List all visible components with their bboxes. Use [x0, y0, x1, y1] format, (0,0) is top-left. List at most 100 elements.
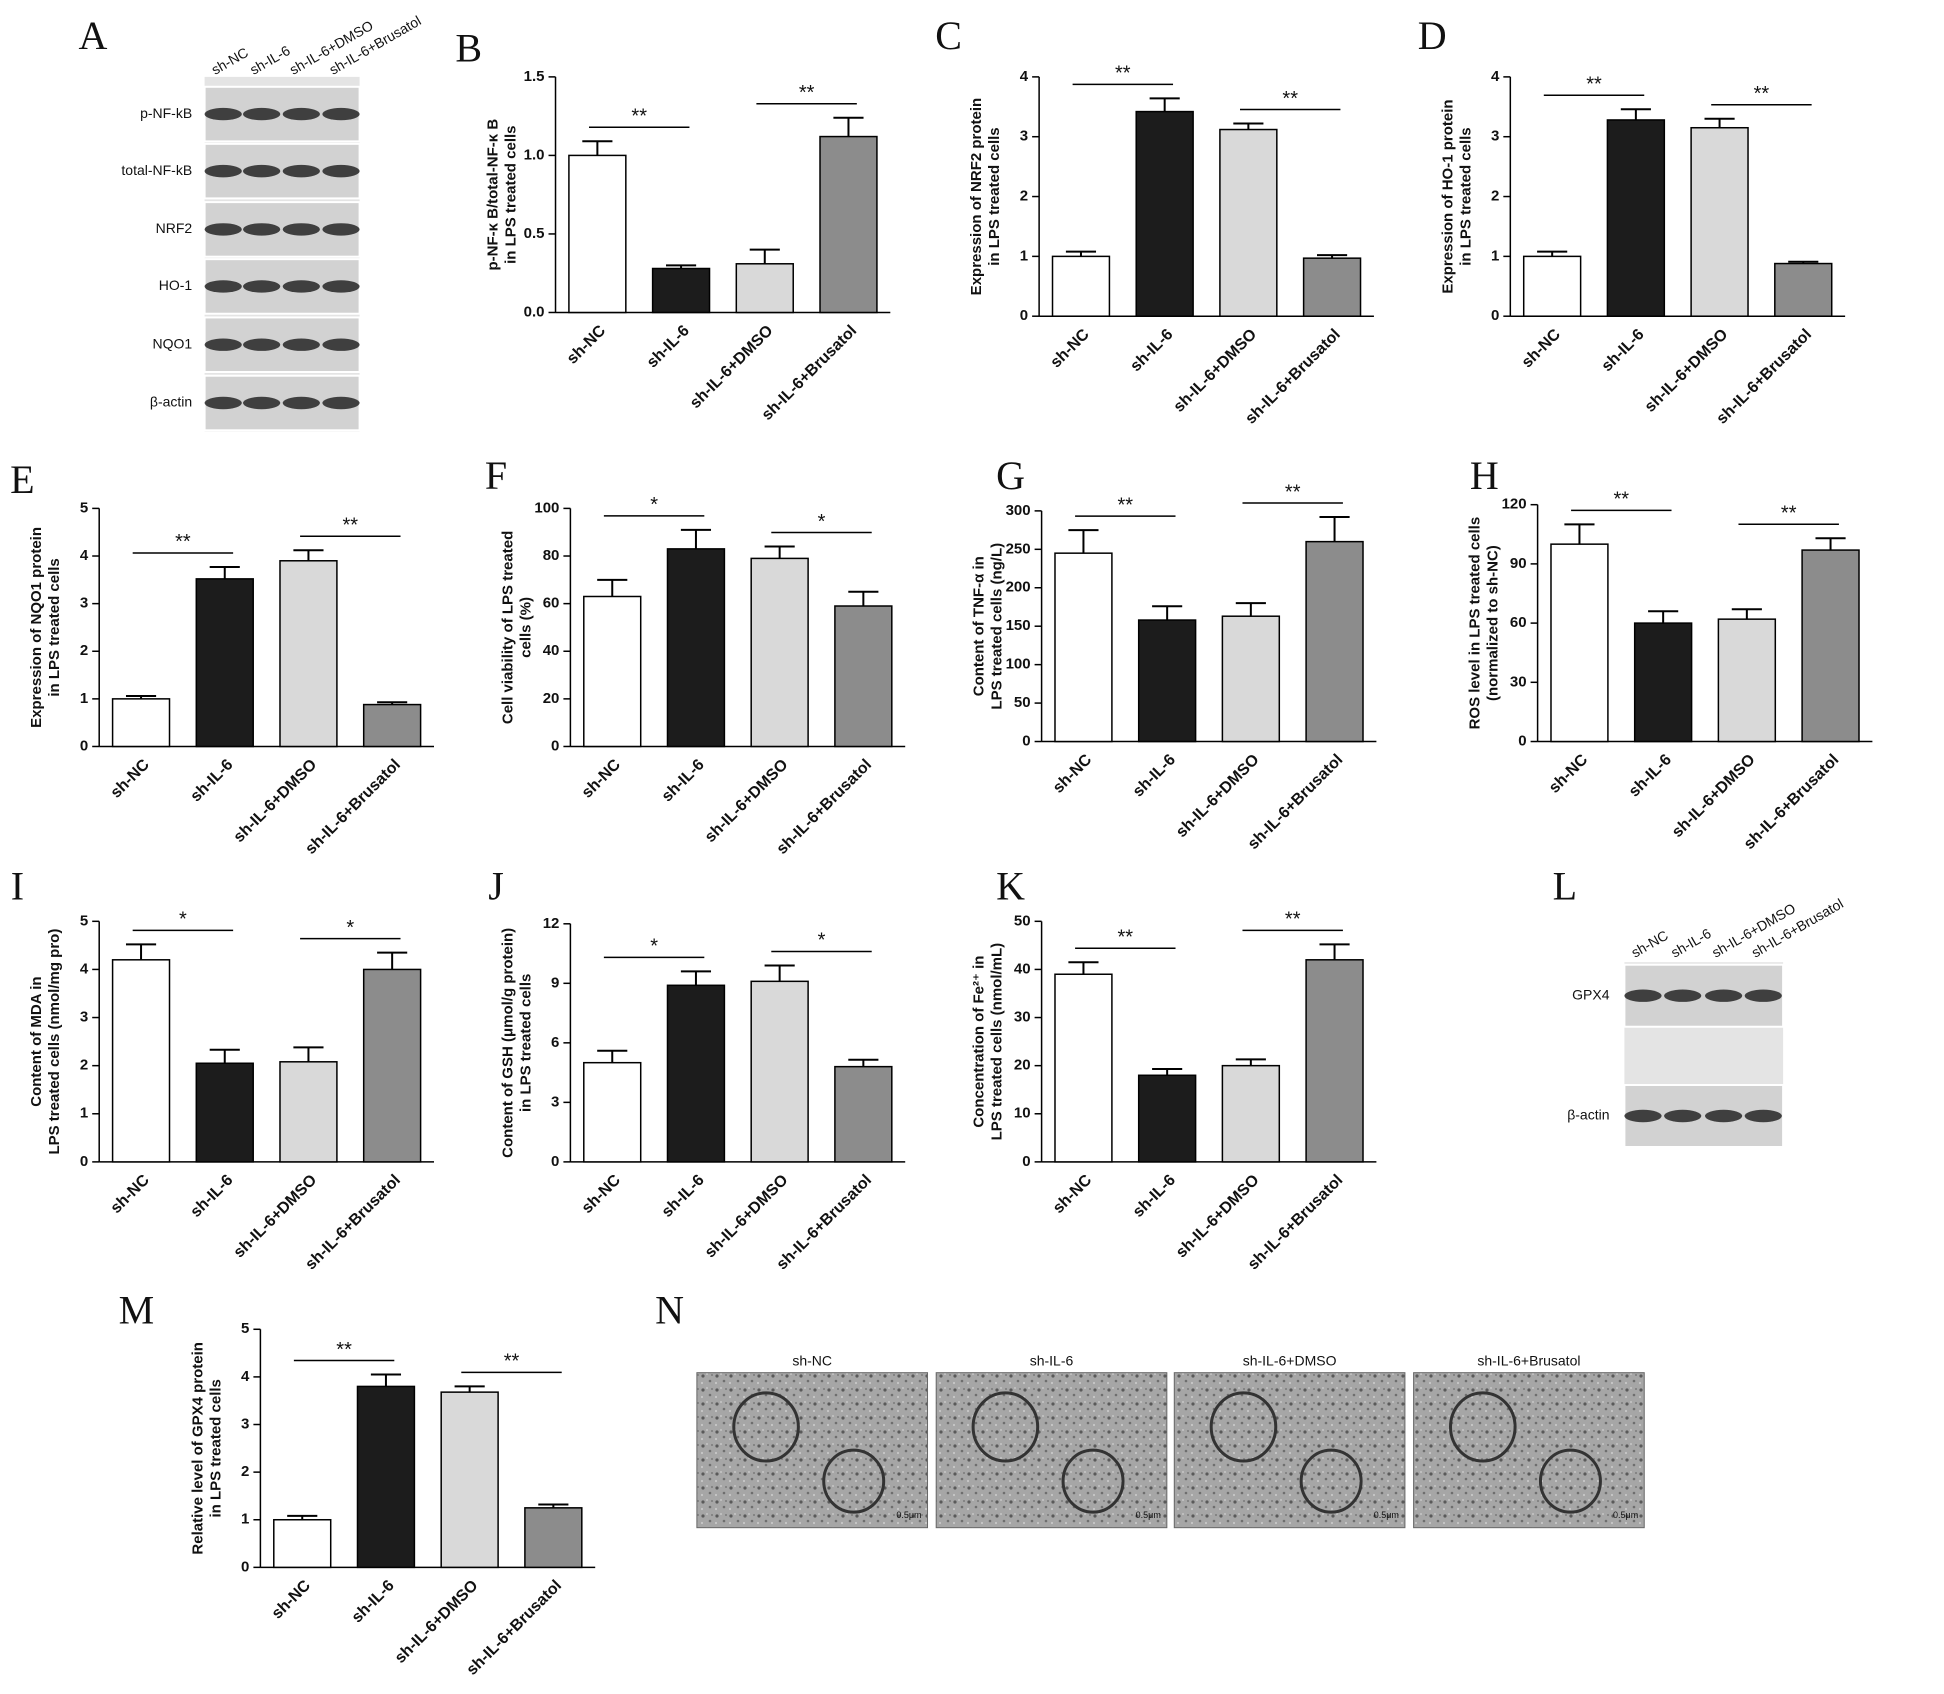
blot-band: [322, 164, 360, 178]
y-axis-label: Cell viability of LPS treated: [499, 531, 516, 724]
bar: [666, 548, 726, 748]
panel-label: H: [1470, 453, 1499, 498]
bar: [111, 959, 171, 1163]
blot-band: [243, 107, 281, 121]
bar: [1606, 119, 1666, 317]
significance-label: **: [1285, 481, 1301, 503]
y-tick-label: 5: [241, 1320, 249, 1337]
y-tick-label: 60: [1510, 614, 1527, 631]
blot-band: [322, 107, 360, 121]
bar: [362, 703, 422, 748]
blot-band: [282, 338, 320, 351]
y-axis-label: Expression of NQO1 protein: [28, 527, 45, 728]
blot-band: [204, 396, 242, 410]
significance-label: **: [1118, 494, 1134, 516]
bar: [583, 1061, 642, 1163]
blot-row-label: β-actin: [150, 394, 192, 410]
bar: [195, 578, 254, 748]
tem-title: sh-IL-6: [1030, 1352, 1074, 1368]
bar: [666, 984, 726, 1163]
blot-band: [1624, 989, 1662, 1002]
blot-band: [282, 223, 320, 236]
significance-label: *: [650, 494, 658, 516]
blot-band: [243, 164, 281, 178]
bar: [568, 154, 627, 314]
tem-title: sh-IL-6+DMSO: [1243, 1352, 1337, 1368]
y-axis-label: Relative level of GPX4 protein: [189, 1342, 206, 1555]
bar: [1774, 262, 1833, 317]
mitochondrion: [1061, 1448, 1125, 1514]
y-tick-label: 3: [1020, 128, 1028, 145]
y-tick-label: 4: [80, 960, 89, 977]
significance-label: **: [1115, 63, 1131, 85]
significance-label: **: [175, 531, 191, 553]
significance-label: **: [799, 82, 815, 104]
y-axis-label: in LPS treated cells: [517, 974, 534, 1112]
significance-label: **: [1285, 909, 1301, 931]
panel-label: L: [1553, 863, 1577, 908]
bar: [279, 1061, 338, 1163]
bar: [1801, 549, 1860, 743]
y-tick-label: 40: [543, 642, 560, 659]
bar: [1305, 959, 1364, 1163]
y-axis-label: LPS treated cells (ng/L): [989, 543, 1006, 710]
blot-row-label: p-NF-kB: [140, 105, 192, 121]
y-tick-label: 0: [1518, 732, 1526, 749]
significance-label: **: [504, 1351, 520, 1373]
y-tick-label: 1: [241, 1511, 249, 1528]
bar: [1135, 110, 1194, 317]
y-tick-label: 100: [1006, 656, 1031, 673]
blot-band: [322, 396, 360, 410]
bar: [1221, 1064, 1281, 1163]
y-axis-label: (normalized to sh-NC): [1485, 545, 1502, 701]
bar: [750, 980, 809, 1163]
blot-band: [322, 338, 360, 351]
significance-label: **: [1118, 926, 1134, 948]
y-tick-label: 1: [80, 690, 88, 707]
significance-label: **: [1781, 503, 1797, 525]
blot-band: [1664, 1109, 1702, 1123]
blot-row-label: HO-1: [159, 277, 193, 293]
blot-band: [1624, 1109, 1662, 1123]
mitochondrion: [971, 1391, 1040, 1463]
y-tick-label: 0: [1022, 1153, 1030, 1170]
mitochondrion: [1209, 1391, 1278, 1463]
blot-row-label: NQO1: [153, 335, 193, 351]
blot-band: [282, 396, 320, 410]
bar: [651, 267, 711, 314]
bar: [1305, 540, 1364, 743]
y-tick-label: 30: [1510, 673, 1527, 690]
mitochondrion: [1538, 1448, 1602, 1514]
y-tick-label: 4: [1491, 68, 1500, 85]
y-tick-label: 1: [1020, 247, 1028, 264]
y-tick-label: 0: [551, 1153, 559, 1170]
y-axis-label: in LPS treated cells: [207, 1379, 224, 1517]
panel-label: N: [655, 1288, 684, 1333]
blot-band: [322, 223, 360, 236]
y-axis-label: cells (%): [517, 597, 534, 658]
y-axis-label: Expression of HO-1 protein: [1439, 99, 1456, 293]
y-tick-label: 3: [551, 1093, 559, 1110]
significance-label: *: [818, 930, 826, 952]
panel-label: K: [996, 863, 1025, 908]
blot-band: [322, 280, 360, 293]
y-tick-label: 200: [1006, 579, 1031, 596]
significance-label: **: [336, 1339, 352, 1361]
bar: [1550, 543, 1609, 743]
y-tick-label: 3: [80, 1009, 88, 1026]
bar: [834, 605, 893, 748]
y-tick-label: 50: [1014, 694, 1031, 711]
y-tick-label: 12: [543, 915, 560, 932]
y-tick-label: 4: [1020, 68, 1029, 85]
blot-band: [243, 338, 281, 351]
y-axis-label: in LPS treated cells: [986, 127, 1003, 265]
bar: [195, 1062, 254, 1163]
y-tick-label: 0: [551, 737, 559, 754]
blot-band: [1705, 1109, 1743, 1123]
significance-label: *: [818, 511, 826, 533]
bar: [735, 263, 794, 314]
blot-row-label: GPX4: [1572, 986, 1610, 1002]
bar: [273, 1518, 332, 1569]
y-tick-label: 0.5: [524, 225, 545, 242]
